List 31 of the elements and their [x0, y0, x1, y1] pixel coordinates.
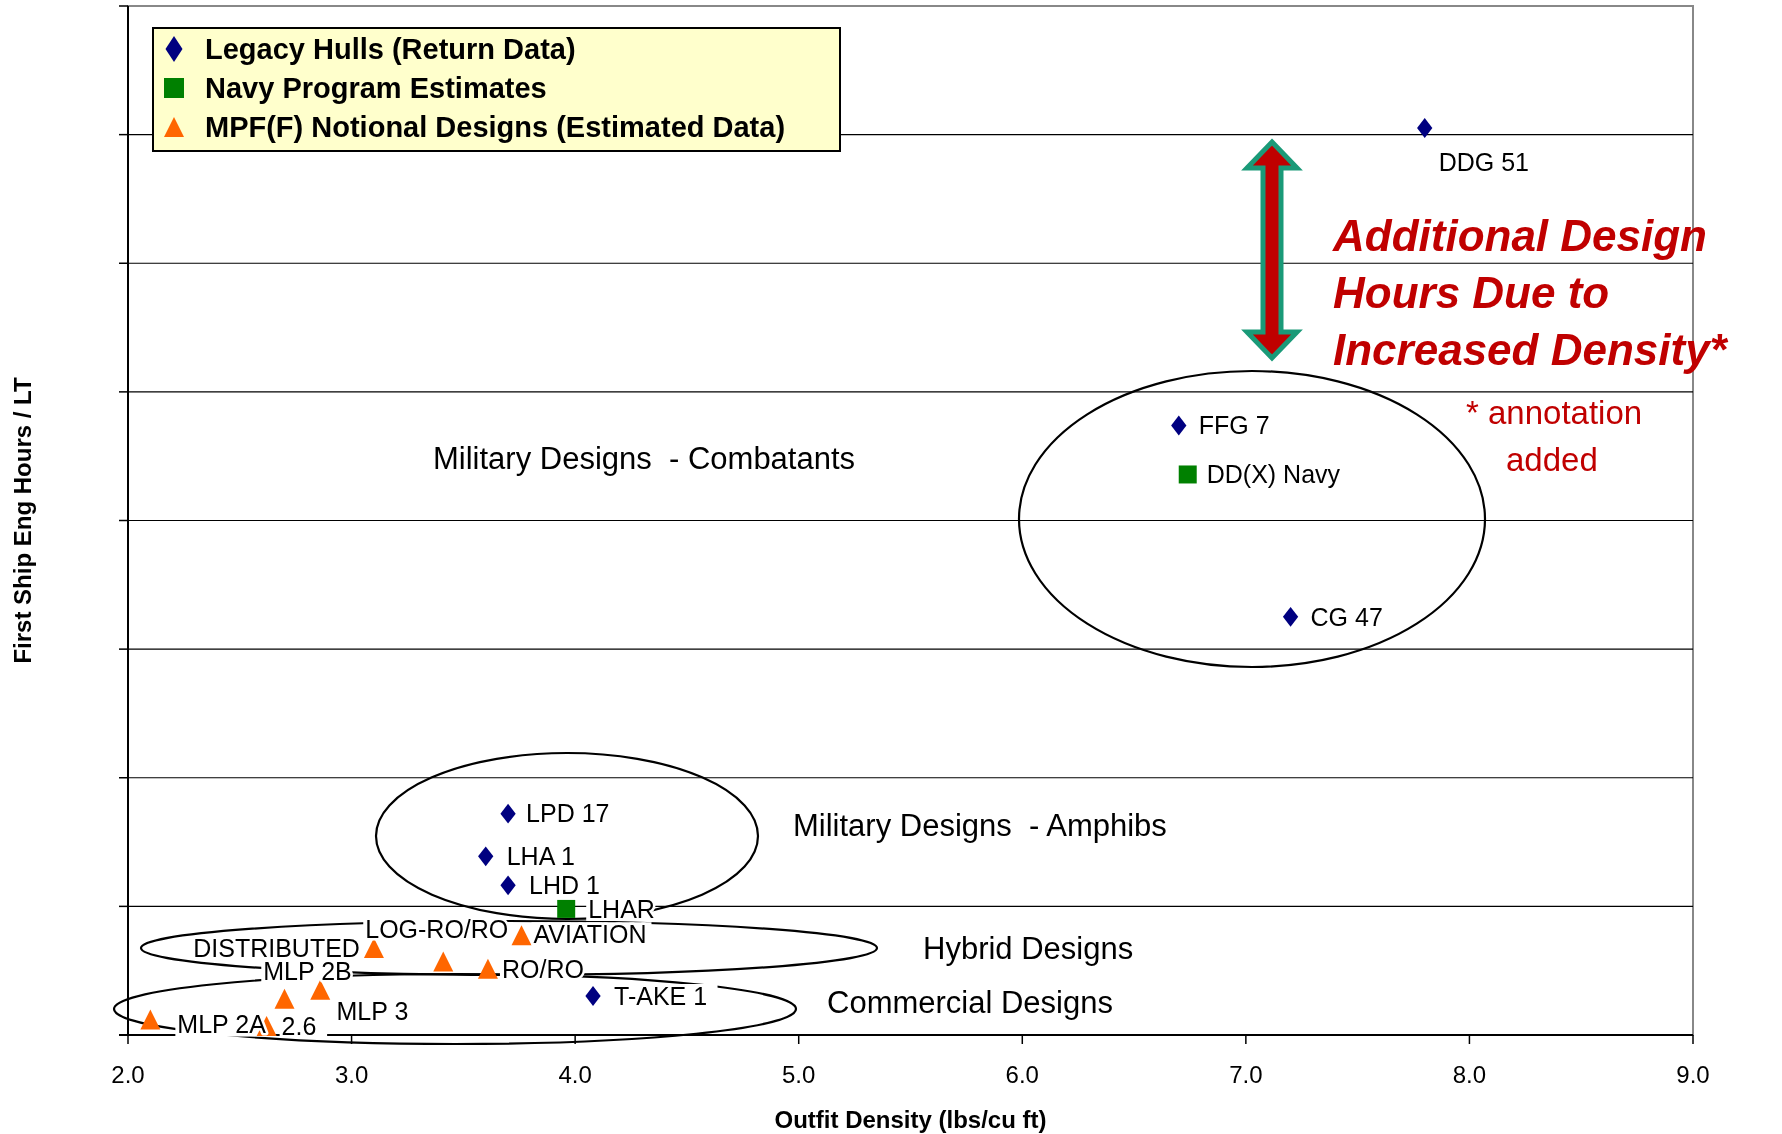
- y-axis-title: First Ship Eng Hours / LT: [9, 377, 36, 664]
- x-tick-label: 7.0: [1229, 1061, 1263, 1088]
- annotation: MLP 3: [336, 997, 409, 1026]
- legend-label: Navy Program Estimates: [205, 72, 547, 105]
- annotation: FFG 7: [1198, 411, 1270, 440]
- annotation: Military Designs - Amphibs: [793, 807, 1167, 843]
- annotation: CG 47: [1310, 602, 1383, 631]
- annotation: LOG-RO/RO: [365, 915, 509, 944]
- x-tick-label: 8.0: [1452, 1061, 1487, 1088]
- x-tick-label: 5.0: [782, 1061, 816, 1088]
- annotation: DDG 51: [1438, 147, 1530, 176]
- x-tick-label: 3.0: [334, 1061, 369, 1088]
- x-axis-title: Outfit Density (lbs/cu ft): [774, 1106, 1047, 1133]
- legend-label: Legacy Hulls (Return Data): [205, 33, 576, 66]
- annotation: Military Designs - Combatants: [433, 440, 856, 476]
- annotation: T-AKE 1: [614, 981, 708, 1010]
- annotation: MLP 2B: [263, 957, 352, 986]
- annotation: LPD 17: [526, 799, 610, 828]
- x-tick-label: 9.0: [1676, 1061, 1710, 1088]
- legend-label: MPF(F) Notional Designs (Estimated Data): [205, 111, 786, 144]
- annotation: RO/RO: [501, 954, 584, 983]
- x-tick-label: 6.0: [1005, 1061, 1039, 1088]
- annotation: DD(X) Navy: [1206, 460, 1341, 489]
- annotation: 2.6: [281, 1011, 317, 1040]
- x-tick-label: 4.0: [558, 1061, 592, 1088]
- annotation: LHA 1: [506, 842, 575, 871]
- annotation: Additional Design Hours Due to Increased Density*: [1332, 211, 1729, 375]
- annotation: * annotation added: [1466, 393, 1643, 478]
- annotation: Hybrid Designs: [923, 930, 1134, 966]
- x-tick-label: 2.0: [111, 1061, 145, 1088]
- annotation: Commercial Designs: [827, 984, 1113, 1020]
